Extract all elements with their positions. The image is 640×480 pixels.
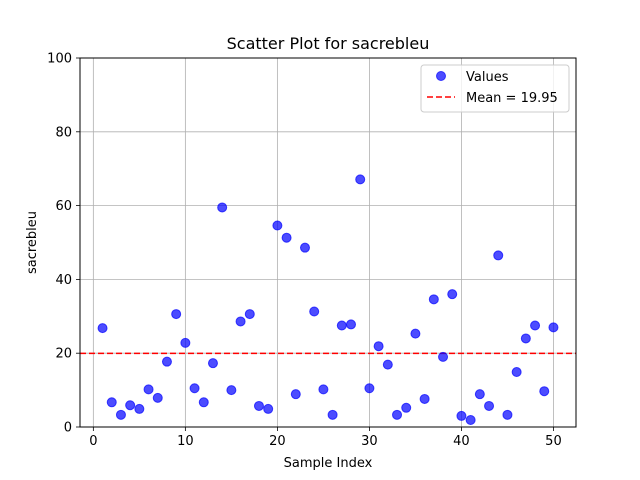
chart-title: Scatter Plot for sacrebleu — [227, 34, 430, 53]
x-tick-label: 0 — [89, 434, 97, 449]
data-point — [152, 392, 163, 403]
data-point — [401, 402, 412, 413]
data-point — [272, 220, 283, 231]
data-point — [263, 403, 274, 414]
y-tick-label: 80 — [55, 125, 72, 140]
data-point — [235, 316, 246, 327]
data-point — [336, 320, 347, 331]
data-point — [198, 397, 209, 408]
x-tick-label: 50 — [545, 434, 562, 449]
y-tick-label: 20 — [55, 347, 72, 362]
data-point — [290, 389, 301, 400]
data-point — [143, 384, 154, 395]
data-point — [253, 400, 264, 411]
x-tick-label: 30 — [361, 434, 378, 449]
legend-label-values: Values — [466, 70, 509, 85]
data-point — [511, 367, 522, 378]
data-point — [171, 309, 182, 320]
data-point — [474, 389, 485, 400]
y-tick-label: 60 — [55, 199, 72, 214]
data-point — [299, 242, 310, 253]
data-point — [226, 385, 237, 396]
data-point — [465, 414, 476, 425]
data-points — [97, 174, 559, 425]
data-point — [97, 323, 108, 334]
data-point — [115, 409, 126, 420]
data-point — [410, 328, 421, 339]
data-point — [493, 250, 504, 261]
data-point — [419, 393, 430, 404]
legend: Values Mean = 19.95 — [420, 64, 570, 113]
legend-box — [420, 64, 570, 113]
data-point — [484, 400, 495, 411]
x-tick-label: 10 — [177, 434, 194, 449]
y-axis-ticks: 0 20 40 60 80 100 — [47, 52, 80, 436]
data-point — [327, 409, 338, 420]
x-axis-label: Sample Index — [284, 456, 373, 471]
data-point — [309, 306, 320, 317]
legend-marker-values — [436, 71, 446, 81]
data-point — [189, 383, 200, 394]
data-point — [373, 341, 384, 352]
x-axis-ticks: 0 10 20 30 40 50 — [89, 427, 562, 449]
data-point — [355, 174, 366, 185]
data-point — [318, 384, 329, 395]
data-point — [456, 410, 467, 421]
data-point — [180, 337, 191, 348]
data-point — [539, 386, 550, 397]
x-tick-label: 20 — [269, 434, 286, 449]
data-point — [364, 383, 375, 394]
data-point — [530, 320, 541, 331]
plot-frame — [79, 57, 577, 428]
data-point — [125, 400, 136, 411]
data-point — [346, 319, 357, 330]
x-tick-label: 40 — [453, 434, 470, 449]
y-tick-label: 0 — [64, 421, 72, 436]
data-point — [520, 333, 531, 344]
data-point — [382, 359, 393, 370]
data-point — [548, 322, 559, 333]
data-point — [428, 294, 439, 305]
data-point — [502, 409, 513, 420]
data-point — [207, 358, 218, 369]
legend-label-mean: Mean = 19.95 — [466, 91, 558, 106]
y-tick-label: 100 — [47, 52, 72, 67]
data-point — [217, 202, 228, 213]
data-point — [106, 397, 117, 408]
data-point — [161, 356, 172, 367]
y-axis-label: sacrebleu — [25, 211, 40, 274]
y-tick-label: 40 — [55, 273, 72, 288]
data-point — [438, 351, 449, 362]
data-point — [244, 309, 255, 320]
data-point — [134, 403, 145, 414]
data-point — [281, 232, 292, 243]
data-point — [447, 289, 458, 300]
data-point — [392, 409, 403, 420]
